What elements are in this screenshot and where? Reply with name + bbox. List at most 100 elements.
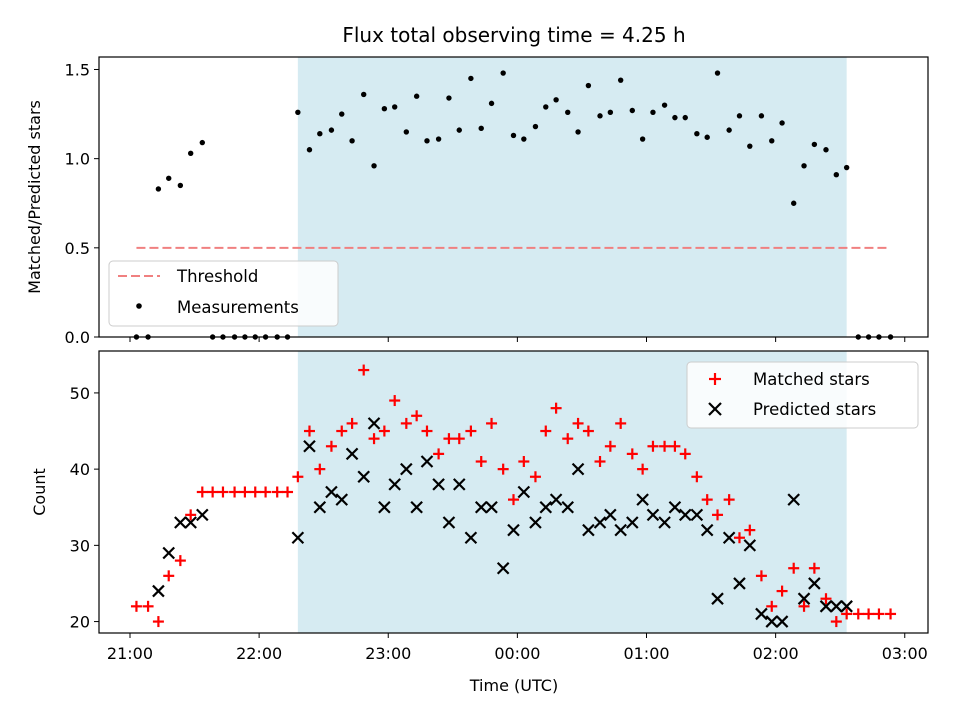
- matched-star-point: [368, 433, 380, 445]
- predicted-star-points: [152, 417, 853, 628]
- predicted-star-point: [571, 462, 585, 476]
- x-tick-label: 21:00: [107, 644, 153, 663]
- matched-star-point: [142, 600, 154, 612]
- measurement-point: [510, 132, 517, 139]
- measurement-point: [199, 139, 206, 146]
- matched-star-point: [336, 425, 348, 437]
- measurement-point: [585, 82, 592, 89]
- matched-star-point: [497, 463, 509, 475]
- matched-star-point: [637, 463, 649, 475]
- matched-star-point: [766, 600, 778, 612]
- matched-star-point: [453, 433, 465, 445]
- measurement-point: [565, 109, 571, 115]
- measurement-point: [500, 70, 506, 76]
- predicted-star-point: [636, 493, 649, 506]
- measurement-point: [349, 138, 355, 144]
- measurement-point: [769, 138, 775, 144]
- measurement-point: [791, 200, 797, 206]
- y-tick-label: 0.5: [65, 239, 90, 258]
- predicted-star-point: [196, 508, 209, 522]
- matched-star-point: [260, 486, 272, 498]
- matched-star-point: [346, 417, 358, 429]
- predicted-star-point: [400, 462, 413, 476]
- predicted-star-point: [485, 500, 498, 514]
- matched-star-point: [314, 463, 326, 475]
- predicted-star-point: [345, 447, 359, 461]
- matched-star-point: [303, 425, 315, 437]
- top-y-axis: 0.0 0.5 1.0 1.5: [65, 60, 99, 347]
- matched-star-point: [358, 364, 370, 376]
- predicted-star-point: [775, 615, 789, 628]
- matched-star-point: [550, 402, 562, 414]
- top-legend-box: [108, 260, 339, 327]
- legend-predicted-label: Predicted stars: [753, 400, 876, 419]
- y-tick-label: 40: [70, 460, 90, 479]
- matched-star-point: [271, 486, 283, 498]
- predicted-star-point: [678, 508, 692, 522]
- measurement-point: [801, 163, 807, 169]
- measurement-point: [779, 120, 785, 126]
- y-tick-label: 30: [70, 536, 90, 555]
- matched-star-point: [701, 494, 713, 506]
- measurement-point: [317, 130, 323, 137]
- measurement-point: [714, 70, 721, 76]
- matched-star-point: [292, 471, 304, 483]
- matched-star-point: [174, 555, 186, 567]
- predicted-star-point: [604, 508, 617, 522]
- matched-star-point: [529, 471, 541, 483]
- chart-title: Flux total observing time = 4.25 h: [342, 23, 685, 47]
- y-tick-label: 0.0: [65, 328, 90, 347]
- matched-star-point: [282, 486, 294, 498]
- matched-star-point: [723, 494, 735, 506]
- x-tick-label: 02:00: [753, 644, 799, 663]
- measurement-point: [543, 104, 549, 110]
- measurement-point: [833, 172, 840, 178]
- measurement-point: [478, 125, 484, 132]
- measurement-point: [424, 138, 430, 144]
- predicted-star-point: [152, 584, 165, 598]
- predicted-star-point: [335, 493, 349, 506]
- matched-star-point: [389, 395, 401, 407]
- matched-star-point: [679, 448, 691, 460]
- predicted-star-point: [474, 500, 488, 514]
- matched-star-point: [229, 486, 241, 498]
- matched-star-point: [217, 486, 229, 498]
- measurement-point: [403, 129, 410, 135]
- matched-star-point: [152, 616, 164, 628]
- x-tick-label: 01:00: [623, 644, 669, 663]
- matched-star-point: [572, 417, 584, 429]
- predicted-star-point: [529, 516, 542, 529]
- predicted-star-point: [711, 592, 724, 605]
- matched-star-point: [196, 486, 208, 498]
- measurement-point: [413, 93, 420, 99]
- matched-star-point: [852, 608, 864, 620]
- measurement-point: [187, 150, 194, 157]
- matched-star-point: [207, 486, 219, 498]
- matched-star-point: [378, 425, 390, 437]
- measurement-point: [682, 114, 688, 121]
- measurement-point: [704, 134, 710, 140]
- measurement-point: [328, 127, 335, 133]
- predicted-star-point: [626, 516, 639, 529]
- matched-star-point: [873, 608, 885, 620]
- legend-matched-label: Matched stars: [753, 370, 870, 389]
- matched-star-point: [744, 524, 756, 536]
- measurement-point: [488, 100, 495, 107]
- matched-star-point: [486, 417, 498, 429]
- matched-star-point: [508, 494, 519, 506]
- matched-star-point: [325, 440, 337, 452]
- measurement-point: [758, 113, 765, 119]
- measurement-point: [811, 141, 818, 148]
- y-tick-label: 20: [70, 613, 90, 632]
- predicted-star-point: [755, 607, 768, 621]
- predicted-star-point: [464, 531, 478, 545]
- matched-star-point: [421, 425, 433, 437]
- predicted-star-point: [539, 500, 553, 514]
- matched-star-point: [130, 600, 142, 612]
- predicted-star-point: [722, 531, 736, 545]
- matched-star-point: [433, 448, 445, 460]
- matched-star-point: [755, 570, 767, 582]
- predicted-star-point: [507, 523, 520, 537]
- x-tick-label: 23:00: [365, 644, 411, 663]
- predicted-star-point: [787, 493, 800, 506]
